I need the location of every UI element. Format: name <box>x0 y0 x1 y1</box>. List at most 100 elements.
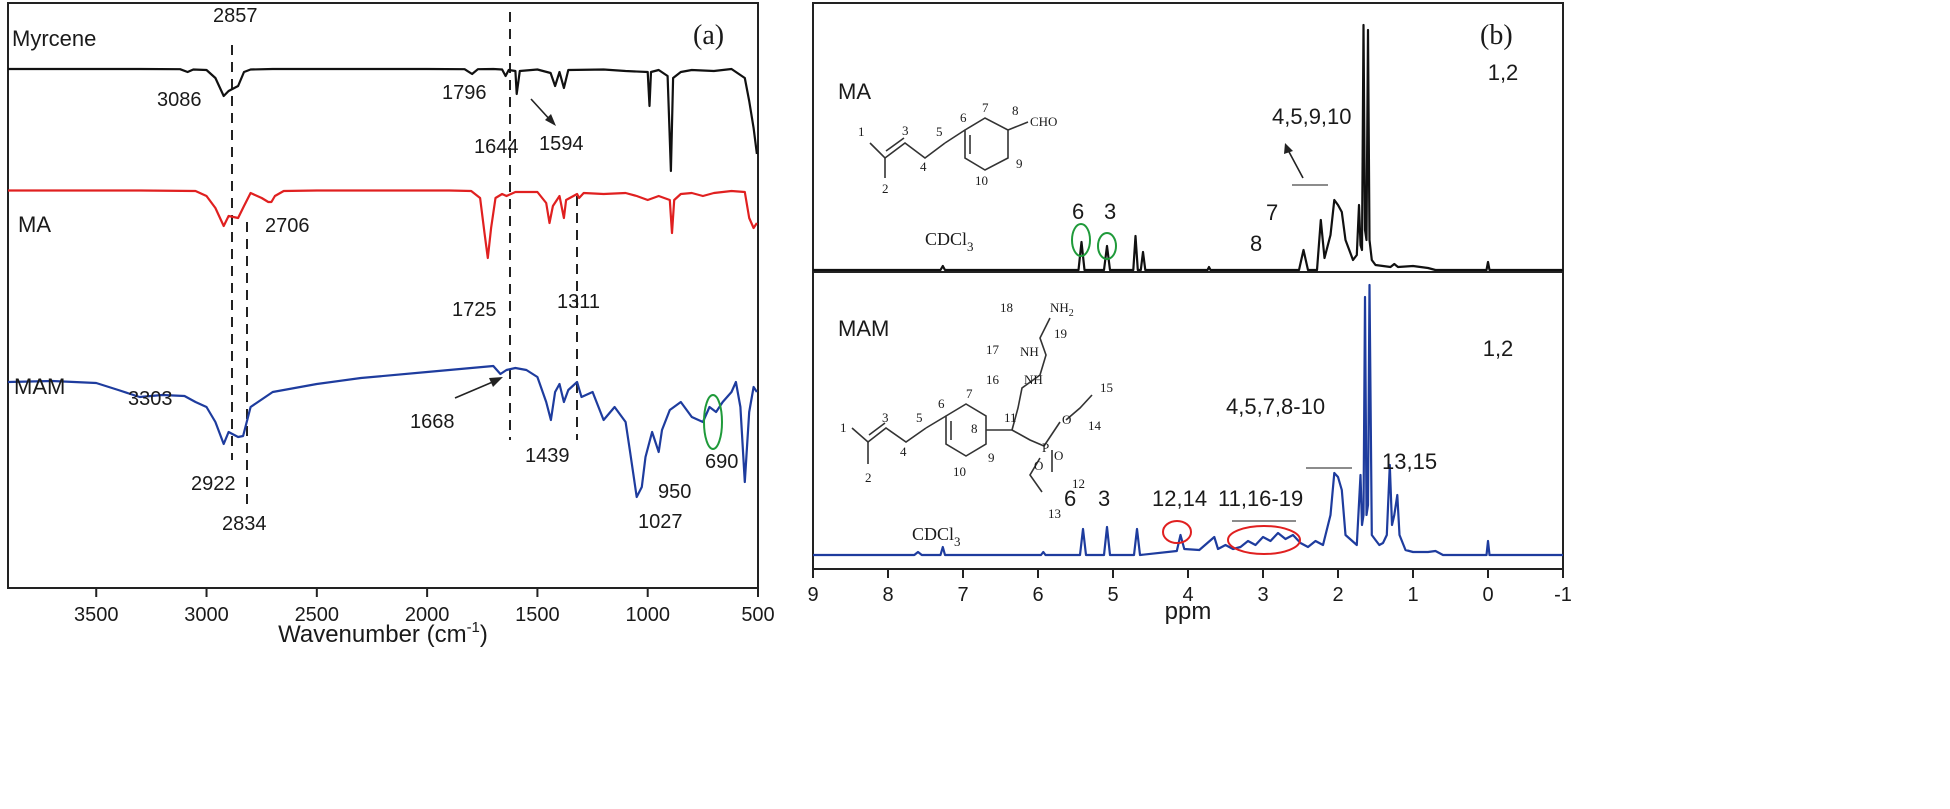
structure-label: 17 <box>986 342 1000 357</box>
structure-label: NH <box>1024 372 1043 387</box>
nmr-x-tick-label: 3 <box>1257 584 1268 606</box>
mam-structure: 1 2 3 4 5 6 7 8 9 10 11 12 13 14 15 16 1… <box>840 300 1113 521</box>
ftir-x-tick-label: 1000 <box>625 604 670 626</box>
ftir-peak-label: 950 <box>658 481 691 503</box>
ftir-panel: (a) Myrcene MA MAM 2857 3086 1796 1644 1… <box>7 2 775 648</box>
ftir-peak-label: 1725 <box>452 299 497 321</box>
ftir-x-tick-label: 1500 <box>515 604 560 626</box>
ftir-x-tick-label: 2000 <box>405 604 450 626</box>
structure-label: 12 <box>1072 476 1085 491</box>
structure-label: 10 <box>975 173 988 188</box>
nmr-x-tick-label: 5 <box>1107 584 1118 606</box>
ftir-peak-label: 1311 <box>557 291 600 313</box>
nmr-solvent-label-ma: CDCl3 <box>925 229 974 254</box>
structure-label: 14 <box>1088 418 1102 433</box>
nmr-panel: (b) MA MAM CDCl3 CDCl3 1,2 4,5,9,10 7 8 … <box>807 2 1572 625</box>
nmr-panel-label: (b) <box>1480 20 1513 51</box>
nmr-highlight-mam-11-16-19 <box>1227 525 1301 555</box>
structure-label: 8 <box>971 421 978 436</box>
structure-label: 3 <box>902 123 909 138</box>
structure-label: O <box>1062 412 1071 427</box>
structure-label: 4 <box>900 444 907 459</box>
nmr-highlight-ma-3 <box>1097 232 1117 260</box>
ftir-x-axis: 3500 3000 2500 2000 1500 1000 500 <box>74 588 775 626</box>
structure-label: P <box>1042 440 1049 455</box>
bond <box>1011 317 1051 431</box>
nmr-trace-mam <box>813 283 1563 557</box>
nmr-arrowhead-ma <box>1284 143 1293 154</box>
structure-label: 2 <box>882 181 889 196</box>
nmr-peak-label: 3 <box>1104 199 1116 224</box>
structure-label: O <box>1054 448 1063 463</box>
ma-structure: 1 2 3 4 5 6 7 8 9 10 CHO <box>858 100 1057 196</box>
structure-label: 11 <box>1004 410 1017 425</box>
structure-label: 3 <box>882 410 889 425</box>
bond <box>1029 457 1043 493</box>
bond <box>944 129 966 144</box>
ftir-peak-label: 2834 <box>222 513 267 535</box>
ftir-peak-label: 1796 <box>442 82 487 104</box>
structure-label: 6 <box>938 396 945 411</box>
nmr-peak-label: 8 <box>1250 231 1262 256</box>
nmr-trace-ma <box>813 23 1563 272</box>
ring <box>964 117 1009 171</box>
nmr-solvent-label-mam: CDCl3 <box>912 524 961 549</box>
bond <box>1007 121 1029 131</box>
nmr-peak-label: 3 <box>1098 486 1110 511</box>
structure-label: NH2 <box>1050 300 1074 319</box>
nmr-x-tick-label: 7 <box>957 584 968 606</box>
ftir-trace-ma <box>8 189 758 260</box>
nmr-x-tick-label: 1 <box>1407 584 1418 606</box>
nmr-x-tick-label: 9 <box>807 584 818 606</box>
nmr-x-tick-label: 6 <box>1032 584 1043 606</box>
ftir-plot-frame <box>7 2 759 589</box>
nmr-x-tick-label: -1 <box>1554 584 1572 606</box>
ftir-trace-myrcene <box>8 67 758 173</box>
ftir-peak-label: 3303 <box>128 388 173 410</box>
structure-label: 1 <box>858 124 865 139</box>
ftir-x-tick-label: 3500 <box>74 604 119 626</box>
structure-label: 19 <box>1054 326 1067 341</box>
ftir-x-tick-label: 500 <box>741 604 774 626</box>
nmr-peak-label: 4,5,7,8-10 <box>1226 394 1325 419</box>
ftir-highlight-690 <box>703 394 723 450</box>
structure-label: 7 <box>966 386 973 401</box>
structure-label: 8 <box>1012 103 1019 118</box>
ftir-peak-label: 1668 <box>410 411 455 433</box>
structure-label: 18 <box>1000 300 1013 315</box>
structure-label: 1 <box>840 420 847 435</box>
structure-label: 13 <box>1048 506 1061 521</box>
ftir-peak-label: 1439 <box>525 445 570 467</box>
nmr-highlight-ma-6 <box>1071 223 1091 257</box>
structure-label: 16 <box>986 372 1000 387</box>
ftir-peak-label: 1027 <box>638 511 683 533</box>
nmr-peak-label: 13,15 <box>1382 449 1437 474</box>
nmr-arrow-ma-4-5-9-10 <box>1287 149 1304 179</box>
structure-label: CHO <box>1030 114 1057 129</box>
nmr-x-tick-label: 8 <box>882 584 893 606</box>
nmr-peak-label: 1,2 <box>1488 60 1519 85</box>
ftir-x-tick-label: 3000 <box>184 604 229 626</box>
bond <box>885 137 905 152</box>
structure-label: 9 <box>1016 156 1023 171</box>
ftir-series-label-ma: MA <box>18 212 51 237</box>
structure-label: O <box>1034 458 1043 473</box>
structure-label: NH <box>1020 344 1039 359</box>
nmr-x-axis: 9 8 7 6 5 4 3 2 1 0 -1 <box>807 569 1572 606</box>
nmr-peak-label: 1,2 <box>1483 336 1514 361</box>
bond <box>1065 394 1093 421</box>
nmr-peak-label: 11,16-19 <box>1218 486 1303 511</box>
nmr-plot-frame <box>812 2 1564 570</box>
ring <box>945 403 987 457</box>
nmr-x-tick-label: 4 <box>1182 584 1193 606</box>
ftir-peak-label: 690 <box>705 451 738 473</box>
ftir-x-axis-title: Wavenumber (cm-1) <box>278 619 488 648</box>
structure-label: 15 <box>1100 380 1113 395</box>
bond <box>925 415 947 429</box>
bond <box>868 422 886 436</box>
structure-label: 2 <box>865 470 872 485</box>
ftir-series-label-myrcene: Myrcene <box>12 26 96 51</box>
ftir-arrowhead-1668 <box>489 377 503 387</box>
structure-label: 6 <box>960 110 967 125</box>
